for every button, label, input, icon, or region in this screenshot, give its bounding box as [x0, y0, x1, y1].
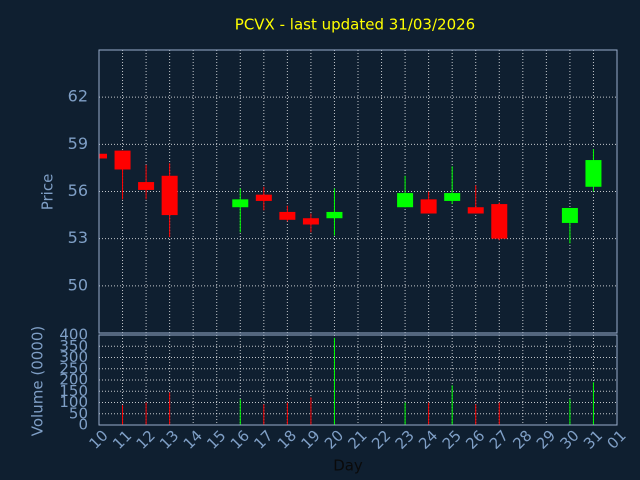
- chart-title: PCVX - last updated 31/03/2026: [235, 16, 475, 34]
- y-tick-label: 62: [68, 87, 88, 106]
- candle-body: [255, 194, 272, 201]
- candle-body: [397, 193, 414, 208]
- y-tick-label: 56: [68, 181, 88, 200]
- y2-tick-label: 250: [59, 359, 88, 377]
- y-tick-label: 53: [68, 228, 88, 247]
- price-frame: [98, 49, 618, 334]
- y2-tick-label: 50: [69, 404, 88, 422]
- y2-tick-label: 150: [59, 382, 88, 400]
- y2-tick-label: 300: [59, 348, 88, 366]
- y2-tick-label: 100: [59, 393, 88, 411]
- y-tick-label: 50: [68, 275, 88, 294]
- candle-body: [561, 208, 578, 223]
- candle-body: [279, 211, 296, 220]
- y2-axis-label: Volume (0000): [29, 326, 47, 436]
- candle-body: [161, 175, 178, 216]
- y-axis-label: Price: [39, 174, 57, 211]
- y2-tick-label: 350: [59, 337, 88, 355]
- y2-tick-label: 0: [78, 416, 88, 434]
- x-axis-label: Day: [333, 457, 363, 475]
- candle-body: [420, 199, 437, 214]
- candle-body: [114, 150, 131, 170]
- y2-tick-label: 200: [59, 371, 88, 389]
- candle-body: [232, 199, 249, 208]
- candles: [99, 149, 602, 244]
- marks-layer: [99, 149, 602, 425]
- y2-tick-label: 400: [59, 326, 88, 344]
- candle-body: [99, 153, 107, 159]
- candle-body: [467, 207, 484, 214]
- candle-body: [491, 204, 508, 239]
- y-tick-label: 59: [68, 134, 88, 153]
- candle-body: [138, 182, 155, 190]
- candle-body: [302, 218, 319, 225]
- candle-body: [585, 160, 602, 187]
- candle-body: [326, 211, 343, 219]
- volume-frame: [98, 334, 618, 426]
- candle-body: [444, 193, 461, 201]
